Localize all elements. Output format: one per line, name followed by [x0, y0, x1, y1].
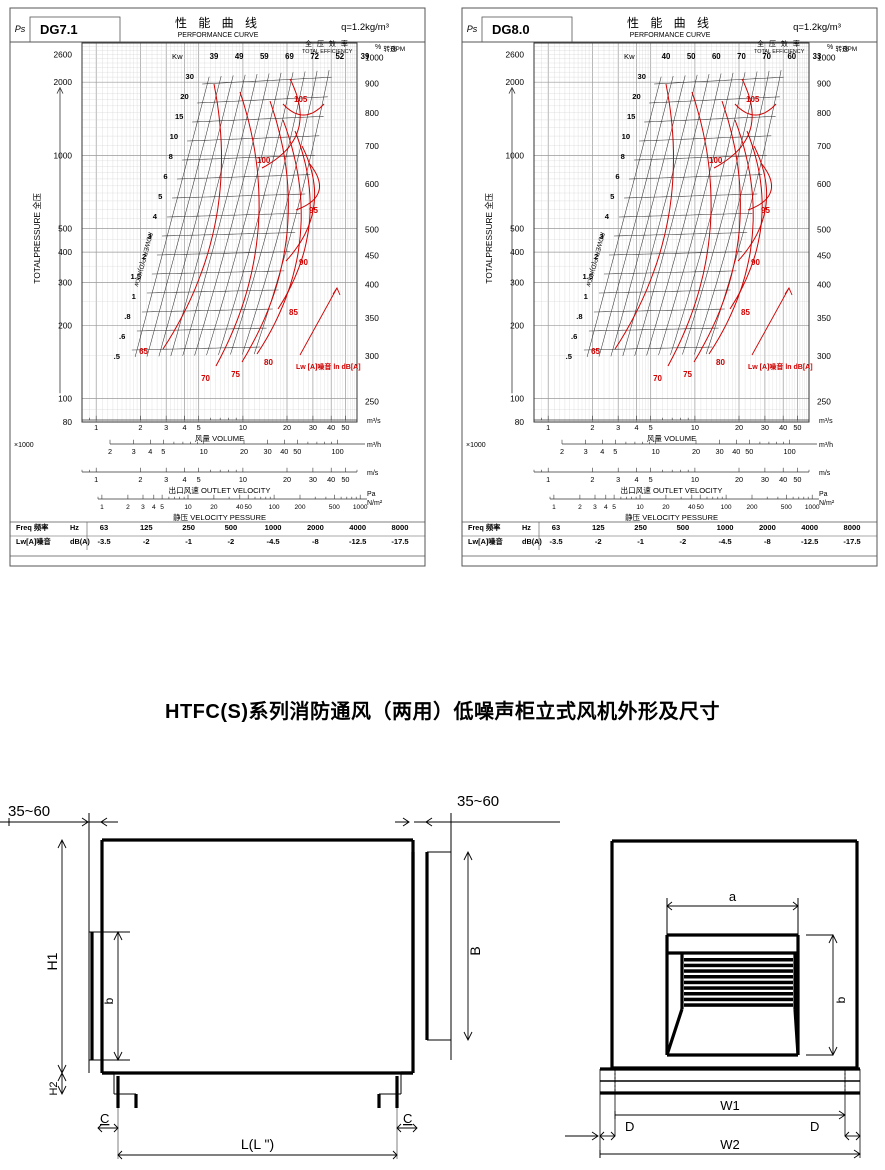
svg-text:B: B — [467, 946, 483, 955]
svg-text:a: a — [729, 889, 737, 904]
svg-text:H2: H2 — [48, 1081, 60, 1095]
svg-text:W1: W1 — [720, 1098, 740, 1113]
svg-text:35~60: 35~60 — [457, 793, 499, 810]
svg-text:D: D — [625, 1119, 634, 1134]
svg-text:C: C — [100, 1111, 109, 1126]
svg-text:C: C — [403, 1111, 412, 1126]
svg-text:W2: W2 — [720, 1137, 740, 1152]
svg-text:35~60: 35~60 — [8, 803, 50, 820]
svg-text:b: b — [834, 996, 848, 1003]
svg-text:b: b — [102, 997, 116, 1004]
svg-text:H1: H1 — [44, 952, 60, 970]
svg-text:L(L "): L(L ") — [241, 1136, 274, 1152]
svg-text:D: D — [810, 1119, 819, 1134]
